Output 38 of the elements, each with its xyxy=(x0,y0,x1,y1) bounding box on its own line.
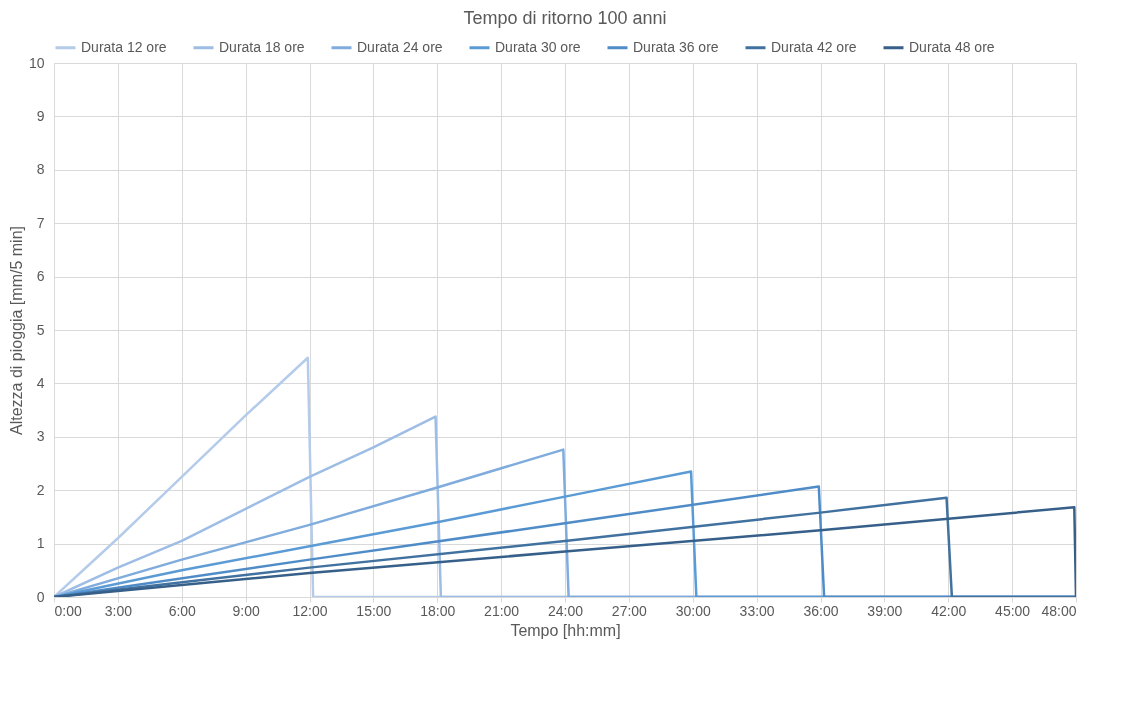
legend-label: Durata 12 ore xyxy=(81,38,167,55)
y-tick-label: 1 xyxy=(36,535,45,552)
x-tick-label: 39:00 xyxy=(867,602,903,619)
legend-label: Durata 18 ore xyxy=(219,38,305,55)
chart-title: Tempo di ritorno 100 anni xyxy=(463,8,667,28)
x-tick-label: 24:00 xyxy=(547,602,584,619)
x-axis-title: Tempo [hh:mm] xyxy=(510,621,621,639)
y-tick-label: 8 xyxy=(36,161,45,178)
x-tick-label: 21:00 xyxy=(484,602,520,619)
y-tick-label: 2 xyxy=(36,481,45,498)
x-tick-label: 33:00 xyxy=(739,602,775,619)
x-tick-label: 12:00 xyxy=(292,602,328,619)
x-tick-label: 36:00 xyxy=(803,602,839,619)
x-tick-label: 3:00 xyxy=(104,602,133,619)
x-tick-label: 48:00 xyxy=(1041,602,1077,619)
x-tick-label: 9:00 xyxy=(232,602,260,619)
x-tick-label: 0:00 xyxy=(54,602,82,619)
x-tick-label: 45:00 xyxy=(995,602,1031,619)
y-tick-label: 7 xyxy=(36,214,45,231)
x-tick-label: 42:00 xyxy=(931,602,967,619)
x-tick-label: 27:00 xyxy=(611,602,648,619)
legend-label: Durata 36 ore xyxy=(633,38,719,55)
x-tick-label: 18:00 xyxy=(420,602,456,619)
y-axis-title: Altezza di pioggia [mm/5 min] xyxy=(7,226,25,435)
x-tick-label: 6:00 xyxy=(168,602,197,619)
x-tick-label: 30:00 xyxy=(675,602,711,619)
legend-label: Durata 30 ore xyxy=(495,38,581,55)
y-tick-label: 6 xyxy=(36,268,45,285)
y-tick-label: 0 xyxy=(36,588,45,605)
y-tick-label: 9 xyxy=(36,107,45,124)
y-tick-label: 3 xyxy=(36,428,45,445)
y-tick-label: 4 xyxy=(36,374,45,391)
y-tick-label: 10 xyxy=(28,54,45,71)
legend-label: Durata 42 ore xyxy=(771,38,857,55)
legend-label: Durata 24 ore xyxy=(357,38,443,55)
y-tick-label: 5 xyxy=(36,321,45,338)
legend-label: Durata 48 ore xyxy=(909,38,995,55)
x-tick-label: 15:00 xyxy=(356,602,392,619)
